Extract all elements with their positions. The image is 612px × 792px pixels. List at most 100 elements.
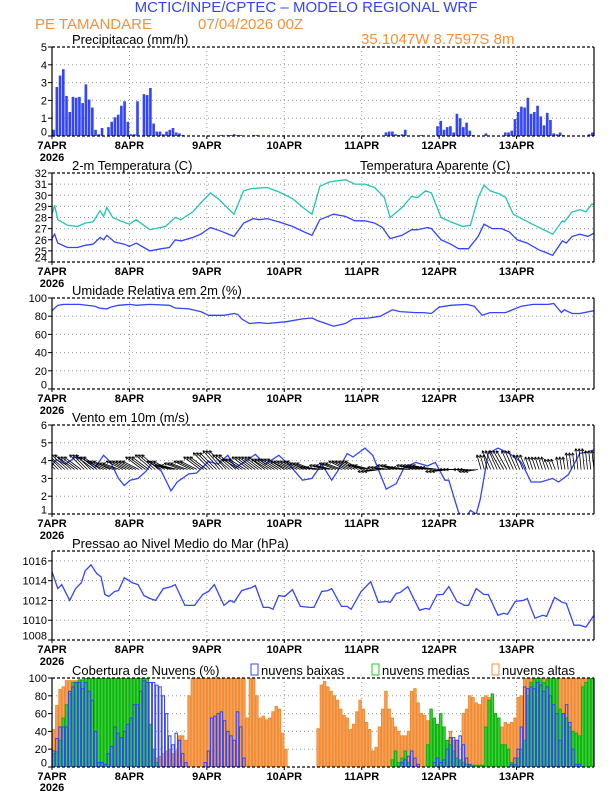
wind-xtick-label: 8APR (115, 518, 144, 530)
wind-arrowhead (567, 452, 572, 456)
wind-arrowhead (299, 465, 303, 470)
cloud-bar-nuvens-altas (604, 678, 606, 767)
wind-vector (118, 460, 137, 470)
wind-xtick-label: 7APR (37, 518, 66, 530)
pressure-xtick-label: 13APR (499, 644, 535, 656)
wind-vector (528, 456, 534, 470)
cloud-bar-nuvens-baixas (568, 722, 572, 767)
wind-vector (231, 456, 250, 470)
wind-arrowhead (590, 450, 594, 454)
wind-panel: 1 2 3 4 5 6 7APR 8APR 9APR 10APR 11APR 12APR 13APR 20… (37, 420, 595, 542)
cloud-bar-nuvens-altas (248, 678, 253, 767)
cloud-bar-nuvens-medias (100, 678, 104, 767)
temp-xaxis-year: 2026 (40, 278, 64, 290)
precip-bar (116, 114, 120, 136)
wind-vector (63, 456, 82, 470)
precip-bar (100, 127, 104, 136)
wind-arrowhead (69, 454, 73, 458)
cloud-bar-nuvens-altas (226, 678, 230, 767)
wind-arrowhead (405, 464, 410, 468)
wind-arrowhead (312, 464, 316, 468)
wind-arrowhead (112, 460, 116, 464)
wind-vector (209, 450, 227, 470)
wind-arrowhead (501, 450, 505, 454)
wind-vector (193, 452, 211, 470)
cloud-bar-nuvens-medias (590, 678, 594, 767)
precip-bar (587, 134, 591, 136)
wind-arrowhead (571, 452, 575, 456)
cloud-xtick-label: 9APR (192, 771, 221, 783)
humidity-xtick-label: 7APR (37, 393, 66, 405)
wind-vector (572, 452, 576, 470)
cloud-bar-nuvens-baixas (510, 763, 514, 767)
wind-vector (254, 458, 272, 470)
precip-bar (458, 118, 462, 136)
wind-vector (52, 454, 69, 470)
precip-bar (510, 130, 514, 136)
cloud-bar-nuvens-altas (322, 681, 327, 767)
precip-bar (55, 87, 59, 136)
wind-vector (125, 456, 143, 470)
wind-arrowhead (105, 460, 110, 464)
wind-vector (588, 450, 592, 470)
wind-arrowhead (370, 465, 374, 470)
wind-vector (302, 467, 320, 470)
cloud-bar-nuvens-altas (268, 717, 272, 767)
wind-xtick-label: 9APR (192, 518, 221, 530)
cloud-ytick-label: 20 (35, 744, 47, 756)
cloud-bar-nuvens-altas (329, 690, 333, 767)
wind-vector (516, 454, 524, 470)
cloud-bar-nuvens-altas (480, 697, 485, 767)
cloud-bar-nuvens-baixas (574, 763, 578, 767)
wind-arrowhead (547, 458, 551, 463)
cloud-bar-nuvens-baixas (558, 739, 562, 767)
wind-arrowhead (564, 452, 569, 456)
humidity-xtick-label: 8APR (115, 393, 144, 405)
cloud-bar-nuvens-baixas (122, 730, 127, 767)
wind-arrowhead (80, 456, 84, 460)
wind-arrowhead (322, 462, 326, 466)
cloud-bar-nuvens-baixas (145, 681, 149, 767)
wind-vector (465, 469, 478, 472)
wind-arrowhead (512, 454, 517, 458)
cloud-bar-nuvens-altas (471, 697, 475, 767)
wind-arrowhead (543, 458, 548, 463)
precip-bar (71, 96, 75, 136)
wind-arrowhead (267, 458, 271, 462)
cloud-bar-nuvens-baixas (551, 704, 556, 767)
wind-arrowhead (402, 464, 406, 468)
wind-vector (550, 458, 556, 470)
wind-arrowhead (63, 456, 68, 460)
cloud-bar-nuvens-medias (393, 750, 398, 767)
precip-bar (120, 105, 123, 136)
wind-vector (164, 462, 182, 470)
wind-arrowhead (418, 465, 423, 470)
wind-data (52, 447, 594, 514)
cloud-bar-nuvens-baixas (77, 681, 82, 767)
wind-vector (568, 452, 572, 470)
precip-bar (68, 111, 72, 136)
wind-arrowhead (83, 456, 87, 460)
wind-vector (122, 460, 140, 470)
wind-arrowhead (341, 460, 345, 464)
wind-arrowhead (167, 462, 171, 466)
precip-bar (445, 127, 449, 136)
apparent-temp-legend: Temperatura Aparente (C) (360, 158, 510, 173)
precip-bar (78, 96, 81, 136)
precip-ytick-label: 1 (41, 113, 47, 125)
humidity-data (52, 302, 594, 327)
wind-arrowhead (537, 456, 541, 460)
wind-vector (581, 448, 585, 470)
wind-vector (393, 467, 411, 470)
wind-vector (504, 450, 514, 470)
cloud-data (52, 678, 606, 767)
precip-bar (400, 134, 404, 136)
cloud-bar-nuvens-baixas (109, 746, 114, 767)
cloud-bar-nuvens-baixas (106, 753, 111, 767)
cloud-bar-nuvens-baixas (158, 686, 162, 767)
humidity-ytick-label: 20 (35, 366, 47, 378)
cloud-bar-nuvens-altas (242, 678, 246, 767)
cloud-bar-nuvens-altas (593, 681, 594, 767)
humidity-xtick-label: 9APR (192, 393, 221, 405)
